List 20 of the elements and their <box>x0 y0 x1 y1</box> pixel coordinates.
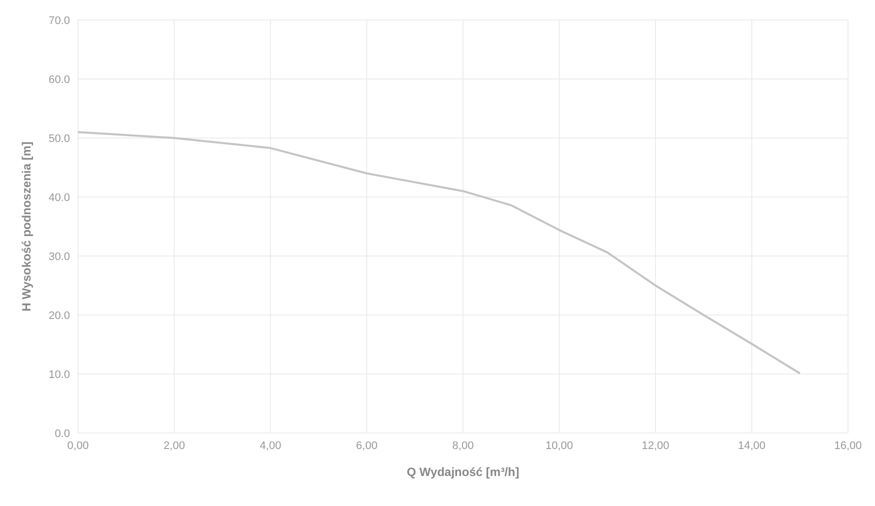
x-tick-label: 14,00 <box>738 440 766 452</box>
x-tick-label: 6,00 <box>356 440 378 452</box>
x-tick-label: 8,00 <box>452 440 474 452</box>
y-tick-label: 30.0 <box>48 250 70 263</box>
y-tick-label: 0.0 <box>54 428 70 440</box>
x-tick-label: 4,00 <box>260 440 282 452</box>
x-tick-label: 16,00 <box>834 440 862 452</box>
y-axis-title: H Wysokość podnoszenia [m] <box>19 142 34 312</box>
y-tick-label: 20.0 <box>48 310 70 322</box>
y-tick-label: 60.0 <box>48 74 70 86</box>
x-tick-label: 0,00 <box>67 440 89 452</box>
y-tick-label: 50.0 <box>48 132 70 145</box>
line-series <box>78 131 801 374</box>
y-tick-label: 70.0 <box>48 14 70 27</box>
x-tick-label: 10,00 <box>545 440 574 452</box>
y-tick-label: 40.0 <box>48 192 70 204</box>
y-tick-label: 10.0 <box>48 368 70 381</box>
x-tick-label: 2,00 <box>164 440 185 452</box>
x-axis-title: Q Wydajność [m³/h] <box>406 465 520 479</box>
x-tick-label: 12,00 <box>642 440 670 452</box>
